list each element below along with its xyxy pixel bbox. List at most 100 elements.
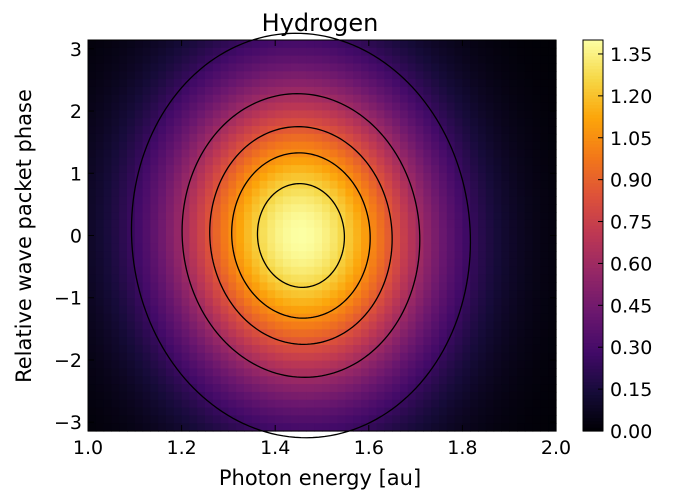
heatmap-cell (509, 55, 518, 65)
heatmap-cell (181, 282, 190, 291)
heatmap-cell (407, 290, 417, 299)
heatmap-cell (306, 243, 315, 252)
heatmap-cell (181, 344, 190, 354)
heatmap-cell (423, 110, 432, 119)
heatmap-cell (400, 188, 409, 197)
heatmap-cell (275, 282, 284, 291)
heatmap-cell (134, 423, 144, 432)
heatmap-cell (548, 243, 557, 252)
heatmap-cell (306, 118, 315, 127)
heatmap-cell (361, 141, 370, 151)
heatmap-cell (259, 219, 268, 229)
colorbar-tick-label: 0.30 (610, 337, 652, 359)
heatmap-cell (88, 360, 97, 370)
heatmap-cell (337, 282, 346, 291)
colorbar-segment (583, 232, 603, 237)
heatmap-cell (392, 258, 401, 268)
heatmap-cell (353, 71, 362, 80)
heatmap-cell (384, 63, 393, 72)
heatmap-cell (407, 149, 417, 158)
heatmap-cell (158, 149, 167, 158)
heatmap-cell (220, 399, 229, 409)
heatmap-cell (142, 329, 151, 338)
heatmap-cell (150, 149, 159, 158)
heatmap-cell (329, 251, 339, 260)
heatmap-cell (275, 212, 284, 221)
heatmap-cell (166, 407, 175, 416)
heatmap-cell (509, 423, 518, 432)
heatmap-cell (259, 172, 268, 182)
heatmap-cell (314, 40, 323, 49)
heatmap-cell (212, 63, 222, 72)
heatmap-cell (290, 212, 300, 221)
heatmap-cell (298, 415, 307, 424)
heatmap-cell (150, 274, 159, 284)
heatmap-cell (368, 407, 378, 416)
heatmap-cell (166, 243, 175, 252)
heatmap-cell (540, 172, 549, 182)
heatmap-cell (485, 266, 495, 276)
heatmap-cell (189, 376, 198, 385)
colorbar-tick-label: 0.15 (610, 379, 652, 401)
heatmap-cell (205, 368, 214, 377)
heatmap-cell (236, 243, 245, 252)
heatmap-cell (158, 55, 167, 65)
heatmap-cell (134, 204, 144, 213)
heatmap-cell (400, 227, 409, 237)
heatmap-cell (345, 86, 354, 96)
heatmap-cell (548, 399, 557, 409)
heatmap-cell (517, 391, 526, 401)
heatmap-cell (454, 415, 463, 424)
heatmap-cell (251, 157, 261, 166)
heatmap-cell (275, 368, 284, 377)
heatmap-cell (127, 290, 136, 299)
heatmap-cell (392, 251, 401, 260)
heatmap-cell (361, 313, 370, 323)
heatmap-cell (189, 157, 198, 166)
heatmap-cell (337, 274, 346, 284)
heatmap-cell (446, 63, 456, 72)
heatmap-cell (322, 219, 331, 229)
heatmap-cell (298, 157, 307, 166)
heatmap-cell (446, 126, 456, 135)
heatmap-cell (173, 180, 183, 190)
heatmap-cell (134, 298, 144, 307)
heatmap-cell (111, 196, 120, 205)
heatmap-cell (228, 313, 237, 323)
heatmap-cell (384, 165, 393, 174)
heatmap-cell (212, 141, 222, 151)
heatmap-cell (548, 407, 557, 416)
heatmap-cell (376, 423, 385, 432)
heatmap-cell (111, 305, 120, 315)
heatmap-cell (103, 384, 112, 393)
heatmap-cell (275, 251, 284, 260)
heatmap-cell (314, 360, 323, 370)
heatmap-cell (478, 384, 487, 393)
heatmap-cell (134, 352, 144, 362)
heatmap-cell (88, 305, 97, 315)
heatmap-cell (181, 399, 190, 409)
heatmap-cell (407, 274, 417, 284)
heatmap-cell (532, 94, 541, 104)
heatmap-cell (501, 71, 510, 80)
heatmap-cell (415, 180, 424, 190)
heatmap-cell (298, 329, 307, 338)
heatmap-cell (306, 133, 315, 143)
heatmap-cell (267, 110, 276, 119)
colorbar-segment (583, 349, 603, 354)
heatmap-cell (88, 352, 97, 362)
heatmap-cell (173, 110, 183, 119)
heatmap-cell (517, 352, 526, 362)
heatmap-cell (454, 321, 463, 330)
heatmap-cell (228, 126, 237, 135)
heatmap-cell (337, 141, 346, 151)
heatmap-cell (142, 298, 151, 307)
heatmap-cell (439, 71, 448, 80)
heatmap-cell (392, 321, 401, 330)
heatmap-cell (267, 290, 276, 299)
heatmap-cell (205, 305, 214, 315)
heatmap-cell (431, 352, 440, 362)
heatmap-cell (142, 243, 151, 252)
heatmap-cell (181, 172, 190, 182)
heatmap-cell (127, 313, 136, 323)
